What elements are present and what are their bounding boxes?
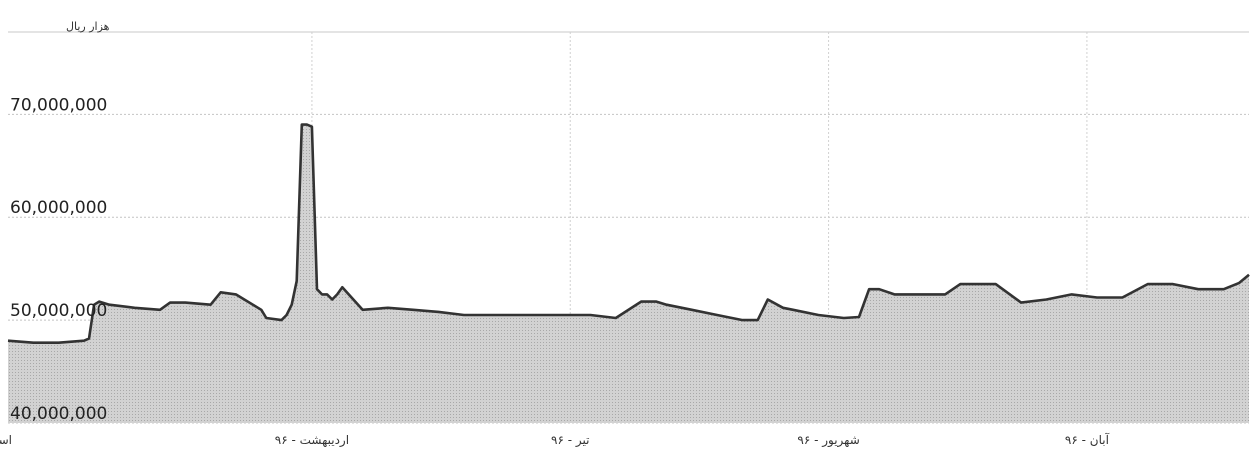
y-unit-label: هزار ریال	[66, 20, 110, 33]
y-tick-label: 40,000,000	[10, 404, 107, 424]
y-axis: 40,000,000 50,000,000 60,000,000 70,000,000	[10, 95, 107, 424]
x-tick-label: آبان - ۹۶	[1065, 432, 1110, 447]
x-tick-label: اردیبهشت - ۹۶	[275, 433, 349, 448]
series-line	[7, 123, 1250, 344]
y-tick-label: 70,000,000	[10, 95, 107, 115]
x-axis: اسفند - ۹۵ اردیبهشت - ۹۶ تیر - ۹۶ شهریور - …	[0, 432, 1110, 448]
series-area	[8, 124, 1249, 423]
y-tick-label: 50,000,000	[10, 301, 107, 321]
x-tick-label: شهریور - ۹۶	[797, 433, 859, 448]
series-layer	[7, 123, 1250, 423]
x-tick-label: تیر - ۹۶	[551, 433, 589, 448]
y-tick-label: 60,000,000	[10, 198, 107, 218]
x-tick-label: اسفند - ۹۵	[0, 433, 12, 447]
